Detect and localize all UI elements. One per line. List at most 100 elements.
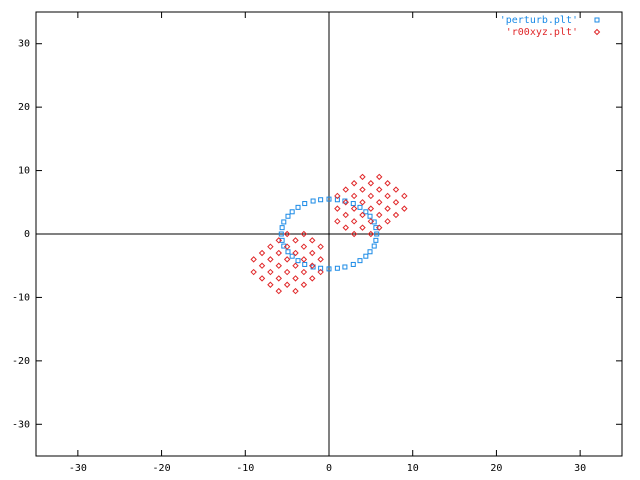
point	[267, 243, 274, 250]
point	[300, 230, 308, 238]
y-tick-label: 30	[18, 39, 30, 50]
y-tick-label: -30	[12, 419, 30, 430]
point	[300, 268, 308, 276]
y-tick-label: 10	[18, 166, 30, 177]
point	[350, 261, 356, 267]
point	[359, 186, 366, 193]
x-tick-label: 30	[574, 463, 586, 474]
point	[384, 192, 391, 200]
point	[283, 256, 291, 263]
point	[258, 275, 266, 282]
point	[292, 287, 299, 295]
point	[367, 180, 375, 187]
point	[367, 205, 375, 212]
point	[326, 196, 332, 202]
point	[334, 218, 341, 225]
point	[350, 192, 358, 200]
point	[334, 192, 341, 200]
x-tick-label: -10	[236, 463, 254, 474]
point	[250, 268, 257, 276]
point	[281, 219, 287, 225]
point	[342, 264, 348, 270]
point	[292, 249, 299, 257]
point	[279, 237, 285, 243]
point	[317, 268, 324, 276]
point	[289, 253, 295, 259]
point	[267, 268, 274, 276]
point	[310, 198, 316, 204]
point	[359, 211, 366, 219]
point	[376, 224, 383, 231]
x-tick-label: 0	[326, 463, 332, 474]
point	[384, 205, 391, 212]
legend-label: 'perturb.plt'	[500, 15, 578, 26]
point	[342, 199, 349, 206]
point	[309, 249, 316, 257]
legend-label: 'r00xyz.plt'	[506, 27, 578, 38]
point	[275, 275, 282, 282]
point	[401, 192, 408, 200]
point	[317, 256, 324, 263]
point	[283, 268, 291, 276]
point	[285, 213, 291, 219]
point	[302, 261, 308, 267]
point	[317, 243, 324, 250]
point	[267, 256, 274, 263]
point	[363, 209, 369, 215]
point	[342, 211, 349, 219]
x-tick-label: 20	[490, 463, 502, 474]
point	[267, 281, 274, 288]
point	[258, 249, 266, 257]
point	[392, 186, 400, 193]
point	[363, 253, 369, 259]
point	[350, 218, 358, 225]
y-tick-label: -20	[12, 356, 30, 367]
point	[357, 258, 363, 264]
point	[384, 180, 391, 187]
legend-marker	[593, 28, 601, 36]
point	[275, 249, 282, 257]
point	[292, 275, 299, 282]
point	[283, 230, 291, 238]
point	[309, 275, 316, 282]
point	[371, 243, 377, 249]
y-tick-label: -10	[12, 292, 30, 303]
point	[376, 186, 383, 193]
point	[258, 262, 266, 269]
point	[350, 180, 358, 187]
point	[367, 218, 375, 225]
point	[275, 237, 282, 244]
point	[295, 204, 301, 210]
point	[376, 173, 383, 181]
point	[373, 225, 379, 231]
point	[326, 266, 332, 272]
y-tick-label: 0	[24, 229, 30, 240]
point	[334, 265, 340, 271]
x-tick-label: -30	[69, 463, 87, 474]
point	[342, 224, 349, 231]
point	[374, 231, 380, 237]
point	[279, 225, 285, 231]
point	[392, 211, 400, 219]
point	[367, 192, 375, 200]
point	[342, 186, 349, 193]
point	[334, 205, 341, 212]
legend-marker	[594, 17, 600, 23]
point	[285, 249, 291, 255]
point	[367, 249, 373, 255]
point	[283, 243, 291, 250]
point	[376, 211, 383, 219]
point	[300, 281, 308, 288]
point	[359, 173, 366, 181]
point	[392, 199, 400, 206]
point	[309, 262, 316, 269]
point	[292, 237, 299, 244]
point	[359, 224, 366, 231]
x-tick-label: 10	[407, 463, 419, 474]
point	[292, 262, 299, 269]
point	[300, 243, 308, 250]
point	[302, 201, 308, 207]
point	[300, 256, 308, 263]
point	[350, 201, 356, 207]
